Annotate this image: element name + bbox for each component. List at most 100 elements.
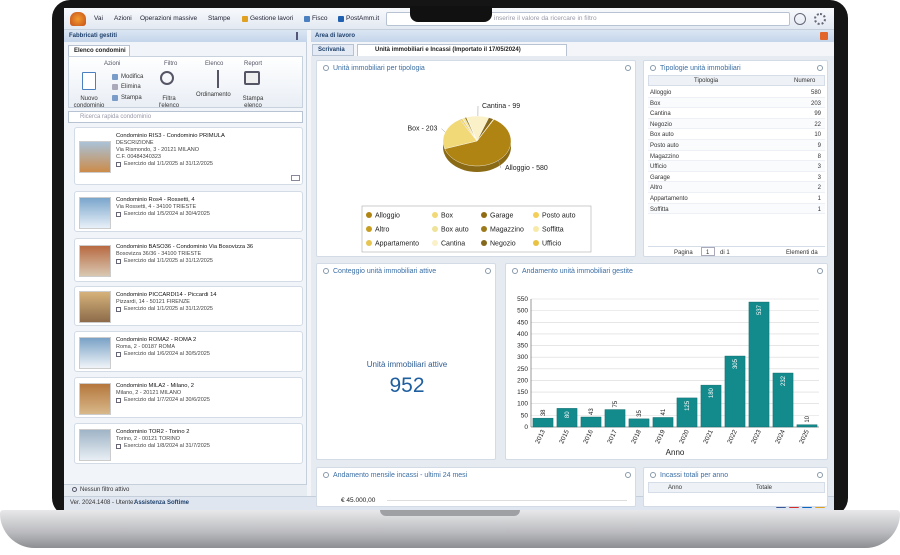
bar (604, 409, 626, 428)
legend-swatch (533, 240, 539, 246)
pie-leader (441, 128, 446, 133)
condo-name: Condominio TOR2 - Torino 2 (116, 429, 190, 435)
condo-card[interactable]: Condominio MILA2 - Milano, 2 Milano, 2 - … (74, 377, 303, 418)
table-cell: 2 (817, 185, 821, 192)
quick-search-placeholder: Ricerca rapida condominio (80, 114, 152, 120)
y-tick-label: 250 (517, 366, 528, 373)
bar (700, 384, 722, 428)
menu-item[interactable]: PostAmm.it (346, 15, 380, 22)
condo-card[interactable]: Condominio ROMA2 - ROMA 2 Roma, 2 - 00187… (74, 331, 303, 372)
table-row[interactable] (648, 129, 825, 140)
table-row[interactable] (648, 97, 825, 109)
table-row[interactable] (648, 151, 825, 162)
x-tick-label: 2016 (582, 429, 595, 445)
condo-line: DESCRIZIONE (116, 140, 154, 146)
menu-item[interactable]: Vai (94, 15, 103, 22)
table-row[interactable] (648, 161, 825, 172)
work-tab[interactable] (357, 44, 567, 56)
bar (580, 416, 602, 428)
tab-label: Elenco condomini (74, 48, 126, 54)
bar-value-label: 180 (709, 387, 715, 398)
table-cell: Altro (650, 185, 663, 192)
button-print-list[interactable]: Stampa elenco (242, 96, 264, 110)
table-cell: Alloggio (650, 90, 672, 96)
legend-swatch (366, 226, 372, 232)
table-cell: Box auto (650, 132, 674, 139)
x-tick-label: 2015 (558, 429, 571, 445)
zoom-icon[interactable] (817, 268, 823, 274)
button-filter[interactable]: Filtra l'elenco (158, 96, 180, 110)
work-title: Area di lavoro (315, 33, 356, 39)
tab[interactable] (68, 45, 130, 57)
zoom-icon[interactable] (625, 65, 631, 71)
table-row[interactable] (648, 87, 825, 98)
menu-item[interactable]: Stampe (208, 15, 231, 22)
collapse-icon[interactable] (296, 32, 304, 40)
menu-item[interactable]: Operazioni massive (140, 15, 198, 22)
pager (648, 246, 825, 256)
zoom-icon[interactable] (625, 472, 631, 478)
work-tab[interactable] (312, 44, 354, 56)
bar-value-label: 75 (613, 400, 619, 407)
condo-line: Pizzardi, 14 - 50121 FIRENZE (116, 299, 190, 305)
table-row[interactable] (648, 118, 825, 130)
toolbar-group: Azioni (104, 61, 121, 67)
legend-swatch (481, 240, 487, 246)
condo-card[interactable]: Condominio Ros4 - Rossetti, 4 Via Rossett… (74, 191, 303, 232)
condo-line: C.F. 00484340323 (116, 154, 161, 160)
button-print[interactable]: Stampa (121, 95, 142, 101)
x-tick-label: 2021 (702, 429, 715, 445)
mail-icon (291, 175, 300, 181)
table-cell: 1 (817, 196, 821, 202)
icon-filter (160, 71, 174, 85)
help-icon[interactable] (794, 13, 806, 25)
table-row[interactable] (648, 182, 825, 193)
x-tick-label: 2024 (774, 429, 787, 445)
menu-item[interactable]: Fisco (312, 15, 328, 22)
pager-input[interactable] (701, 247, 715, 256)
bar-value-label: 232 (781, 375, 787, 386)
icon-delete (112, 84, 118, 90)
calendar-icon (116, 352, 121, 357)
bar-value-label: 125 (685, 400, 691, 411)
button-sort[interactable]: Ordinamento (196, 92, 231, 98)
condo-card[interactable]: Condominio BASO36 - Condominio Via Bosov… (74, 238, 303, 282)
condo-card[interactable]: Condominio TOR2 - Torino 2 Torino, 2 - 00… (74, 423, 303, 464)
panel: Tipologie unità immobiliari Tipologia Nume… (643, 60, 828, 257)
y-tick-label: 200 (517, 377, 528, 384)
panel-icon (323, 268, 329, 274)
close-icon[interactable] (820, 32, 828, 40)
condo-period: Esercizio dal 1/6/2024 al 30/5/2025 (124, 351, 210, 357)
button-edit[interactable]: Modifica (121, 74, 144, 80)
monthly-grid (387, 500, 627, 501)
zoom-icon[interactable] (485, 268, 491, 274)
legend-label: Magazzino (490, 227, 524, 234)
table-row[interactable] (648, 172, 825, 183)
quick-search[interactable] (68, 111, 303, 123)
panel-title: Incassi totali per anno (660, 472, 729, 479)
legend-swatch (432, 212, 438, 218)
button-delete[interactable]: Elimina (121, 84, 141, 90)
table-row[interactable] (648, 193, 825, 204)
zoom-icon[interactable] (817, 65, 823, 71)
legend-label: Garage (490, 213, 513, 220)
table-row[interactable] (648, 140, 825, 151)
calendar-icon (116, 444, 121, 449)
zoom-icon[interactable] (817, 472, 823, 478)
bar-value-label: 80 (565, 411, 571, 418)
legend-label: Appartamento (375, 241, 419, 248)
x-tick-label: 2022 (726, 429, 739, 445)
table-row[interactable] (648, 108, 825, 119)
camera-notch (410, 6, 492, 22)
settings-icon[interactable] (814, 13, 826, 25)
condo-card[interactable]: Condominio PICCARDI14 - Piccardi 14 Pizza… (74, 286, 303, 326)
table-row[interactable] (648, 203, 825, 215)
menu-item[interactable]: Azioni (114, 15, 132, 22)
menu-item[interactable]: Gestione lavori (250, 15, 294, 22)
toolbar-group: Filtro (164, 61, 178, 67)
table-cell: 8 (817, 153, 821, 160)
button-new[interactable]: Nuovo condominio (73, 96, 105, 110)
legend-label: Negozio (490, 241, 516, 248)
condo-card[interactable]: Condominio RIS3 - Condominio PRIMULA DESC… (74, 127, 303, 185)
